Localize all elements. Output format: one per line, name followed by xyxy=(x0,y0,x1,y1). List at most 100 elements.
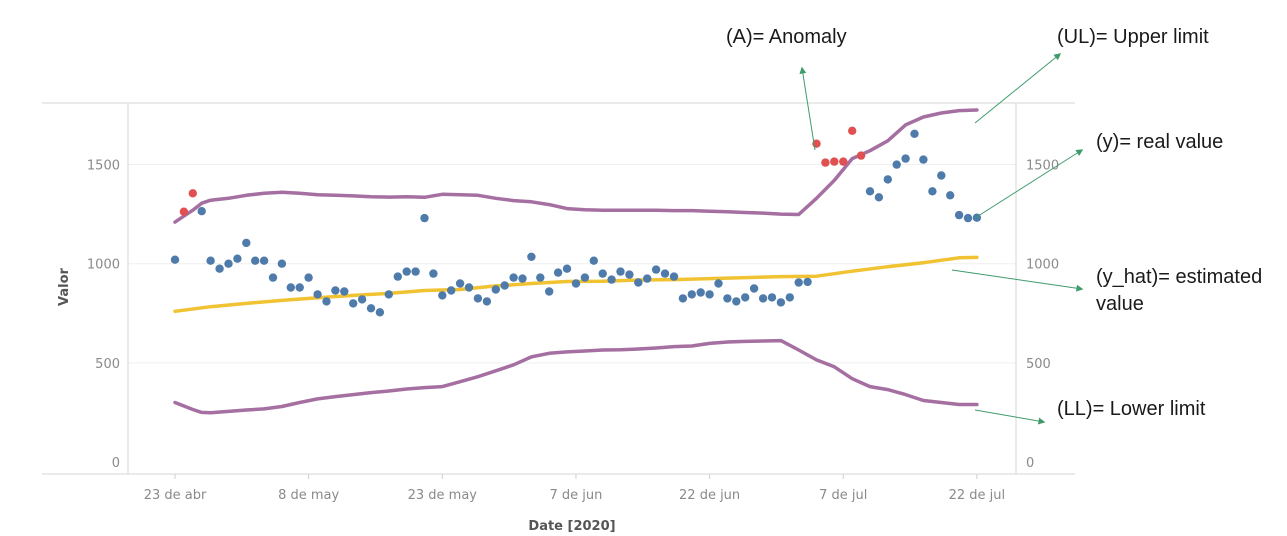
point-real-value xyxy=(340,287,349,296)
point-real-value xyxy=(580,273,590,282)
point-real-value xyxy=(767,293,777,302)
y-tick-label-right: 0 xyxy=(1026,456,1034,471)
plot-frame xyxy=(42,102,1075,475)
arrow-lower-limit xyxy=(974,409,1046,425)
point-real-value xyxy=(366,304,376,313)
annotation-anomaly: (A)= Anomaly xyxy=(726,26,847,48)
point-real-value xyxy=(304,273,313,282)
point-real-value xyxy=(919,155,928,164)
arrow-anomaly xyxy=(799,66,816,151)
point-real-value xyxy=(295,283,304,292)
y-tick-label-right: 500 xyxy=(1026,357,1051,372)
point-real-value xyxy=(277,259,287,268)
point-real-value xyxy=(687,290,696,299)
point-real-value xyxy=(741,293,750,302)
point-real-value xyxy=(553,268,563,277)
point-real-value xyxy=(206,256,215,265)
annotation-real-value: (y)= real value xyxy=(1096,131,1223,153)
annotation-estimated-value-line2: value xyxy=(1096,293,1144,315)
y-tick-label: 500 xyxy=(95,357,120,372)
point-real-value xyxy=(928,187,937,196)
point-real-value xyxy=(901,154,910,163)
x-tick-label: 23 de abr xyxy=(144,488,207,503)
x-tick-label: 23 de may xyxy=(408,488,478,503)
y-tick-label-right: 1000 xyxy=(1026,258,1059,273)
point-real-value xyxy=(536,273,545,282)
point-real-value xyxy=(803,277,812,287)
annotation-upper-limit: (UL)= Upper limit xyxy=(1057,26,1209,48)
point-real-value xyxy=(643,274,652,283)
point-real-value xyxy=(420,213,429,223)
point-real-value xyxy=(910,129,919,138)
point-real-value xyxy=(482,297,492,306)
point-real-value xyxy=(331,286,340,295)
point-real-value xyxy=(518,274,527,283)
y-axis-title: Valor xyxy=(57,267,72,306)
annotations: (A)= Anomaly (UL)= Upper limit (y)= real… xyxy=(726,26,1262,420)
point-real-value xyxy=(874,193,884,202)
point-real-value xyxy=(545,287,554,296)
annotation-lower-limit: (LL)= Lower limit xyxy=(1057,398,1206,420)
point-real-value xyxy=(286,283,295,292)
x-tick-label: 22 de jun xyxy=(679,488,740,503)
y-tick-label: 0 xyxy=(112,456,120,471)
point-real-value xyxy=(411,267,420,276)
point-anomaly xyxy=(830,157,839,166)
point-real-value xyxy=(651,265,661,274)
point-real-value xyxy=(197,207,206,216)
point-real-value xyxy=(589,256,598,265)
annotation-arrows xyxy=(799,53,1084,425)
point-real-value xyxy=(678,294,688,303)
point-real-value xyxy=(785,293,794,302)
point-real-value xyxy=(794,278,803,287)
point-real-value xyxy=(527,252,536,261)
point-real-value xyxy=(233,254,242,263)
point-real-value xyxy=(946,191,955,200)
point-real-value xyxy=(455,279,465,288)
series-line-lower-limit xyxy=(173,338,979,415)
annotation-estimated-value: (y_hat)= estimated xyxy=(1096,266,1262,288)
point-anomaly xyxy=(839,157,848,166)
point-anomaly xyxy=(856,151,866,160)
arrow-real-value xyxy=(974,149,1084,219)
point-real-value xyxy=(758,294,768,303)
point-real-value xyxy=(883,175,892,184)
y-ticks-left: 0 500 1000 1500 xyxy=(87,159,120,471)
point-real-value xyxy=(714,279,723,288)
x-tick-label: 22 de jul xyxy=(949,488,1006,503)
point-anomaly xyxy=(179,207,189,216)
point-real-value xyxy=(562,264,572,273)
point-real-value xyxy=(660,269,670,278)
grid xyxy=(128,164,1016,364)
point-real-value xyxy=(625,270,634,279)
point-real-value xyxy=(224,259,233,268)
y-tick-label: 1500 xyxy=(87,159,120,174)
point-real-value xyxy=(598,269,607,278)
point-real-value xyxy=(732,297,741,306)
point-real-value xyxy=(313,290,322,299)
series-line-upper-limit xyxy=(173,108,979,224)
point-real-value xyxy=(268,273,278,282)
y-tick-label: 1000 xyxy=(87,258,120,273)
point-anomaly xyxy=(821,158,830,167)
y-tick-label-right: 1500 xyxy=(1026,159,1059,174)
point-real-value xyxy=(429,269,438,278)
point-real-value xyxy=(384,290,393,299)
point-real-value xyxy=(491,285,500,294)
point-real-value xyxy=(669,272,679,281)
point-real-value xyxy=(954,210,964,220)
x-tick-label: 8 de may xyxy=(278,488,339,503)
x-tick-label: 7 de jun xyxy=(550,488,603,503)
point-real-value xyxy=(500,281,509,290)
point-real-value xyxy=(251,256,260,265)
series-lines xyxy=(173,108,979,415)
point-real-value xyxy=(634,278,643,287)
point-real-value xyxy=(438,291,447,300)
point-real-value xyxy=(571,279,581,288)
point-real-value xyxy=(349,299,358,308)
point-real-value xyxy=(402,267,411,276)
point-real-value xyxy=(723,294,732,303)
point-real-value xyxy=(892,160,901,169)
point-real-value xyxy=(242,238,251,248)
